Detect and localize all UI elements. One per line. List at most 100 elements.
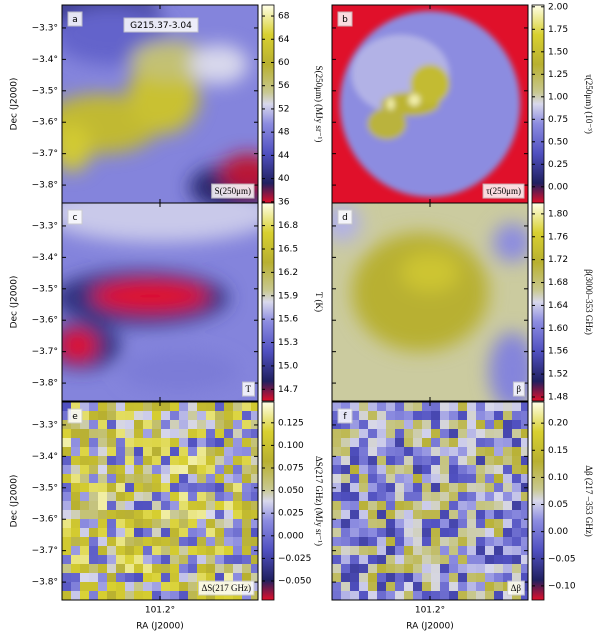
map-pixel: [179, 555, 189, 565]
map-pixel: [89, 483, 99, 493]
map-pixel: [170, 474, 180, 484]
map-pixel: [161, 582, 171, 592]
map-pixel: [71, 429, 81, 439]
map-pixel: [197, 429, 207, 439]
map-pixel: [503, 555, 513, 565]
map-pixel: [251, 528, 258, 538]
map-pixel: [251, 456, 258, 466]
map-pixel: [440, 591, 450, 600]
map-pixel: [341, 420, 351, 430]
map-feature: [120, 351, 239, 392]
map-pixel: [476, 591, 486, 600]
map-pixel: [206, 573, 216, 583]
map-pixel: [368, 501, 378, 511]
map-pixel: [125, 411, 135, 421]
map-pixel: [197, 537, 207, 547]
map-pixel: [431, 555, 441, 565]
map-pixel: [359, 402, 369, 412]
panel-letter: c: [73, 213, 78, 223]
map-pixel: [125, 429, 135, 439]
map-pixel: [89, 564, 99, 574]
map-pixel: [62, 483, 72, 493]
map-pixel: [80, 492, 90, 502]
map-pixel: [89, 465, 99, 475]
map-pixel: [395, 447, 405, 457]
map-pixel: [215, 492, 225, 502]
map-pixel: [206, 483, 216, 493]
map-pixel: [431, 501, 441, 511]
map-pixel: [476, 429, 486, 439]
map-pixel: [431, 483, 441, 493]
map-pixel: [116, 447, 126, 457]
map-pixel: [458, 519, 468, 529]
map-pixel: [188, 474, 198, 484]
map-pixel: [494, 447, 504, 457]
map-pixel: [233, 555, 243, 565]
map-pixel: [224, 465, 234, 475]
map-pixel: [377, 546, 387, 556]
map-pixel: [377, 402, 387, 412]
map-pixel: [188, 501, 198, 511]
map-pixel: [413, 564, 423, 574]
map-pixel: [116, 501, 126, 511]
panel-letter: e: [72, 412, 78, 422]
map-pixel: [386, 528, 396, 538]
map-pixel: [368, 483, 378, 493]
y-tick-label: −3.3°: [32, 23, 58, 33]
map-pixel: [449, 447, 459, 457]
map-pixel: [494, 555, 504, 565]
colorbar-tick-label: 0.15: [548, 446, 568, 456]
map-pixel: [143, 582, 153, 592]
map-pixel: [107, 474, 117, 484]
map-pixel: [368, 456, 378, 466]
map-pixel: [242, 402, 252, 412]
map-pixel: [206, 546, 216, 556]
colorbar-tick-label: 52: [278, 104, 289, 114]
map-pixel: [152, 420, 162, 430]
map-pixel: [188, 429, 198, 439]
panel-letter: a: [72, 15, 78, 25]
map-feature: [492, 222, 528, 263]
map-pixel: [152, 528, 162, 538]
map-pixel: [449, 456, 459, 466]
map-pixel: [368, 465, 378, 475]
map-pixel: [188, 573, 198, 583]
colorbar-tick-label: 1.60: [548, 324, 568, 334]
map-pixel: [152, 591, 162, 600]
map-pixel: [521, 474, 528, 484]
map-pixel: [512, 465, 522, 475]
map-pixel: [521, 465, 528, 475]
map-pixel: [215, 429, 225, 439]
map-pixel: [404, 582, 414, 592]
y-axis-label: Dec (J2000): [10, 276, 20, 329]
map-pixel: [143, 519, 153, 529]
map-pixel: [215, 402, 225, 412]
map-pixel: [440, 519, 450, 529]
map-label: S(250μm): [215, 186, 251, 196]
map-pixel: [215, 528, 225, 538]
map-pixel: [179, 582, 189, 592]
map-pixel: [341, 564, 351, 574]
map-pixel: [476, 555, 486, 565]
map-pixel: [332, 420, 342, 430]
map-pixel: [413, 510, 423, 520]
map-pixel: [233, 402, 243, 412]
map-pixel: [152, 519, 162, 529]
map-pixel: [116, 519, 126, 529]
y-tick-label: −3.4°: [32, 55, 58, 65]
map-feature: [91, 280, 209, 312]
map-pixel: [431, 402, 441, 412]
map-pixel: [179, 456, 189, 466]
map-pixel: [386, 447, 396, 457]
map-pixel: [467, 420, 477, 430]
map-pixel: [368, 555, 378, 565]
map-pixel: [512, 564, 522, 574]
map-pixel: [395, 555, 405, 565]
map-pixel: [440, 429, 450, 439]
map-pixel: [143, 591, 153, 600]
map-pixel: [368, 564, 378, 574]
map-pixel: [107, 555, 117, 565]
map-pixel: [143, 474, 153, 484]
map-pixel: [98, 510, 108, 520]
map-pixel: [152, 456, 162, 466]
